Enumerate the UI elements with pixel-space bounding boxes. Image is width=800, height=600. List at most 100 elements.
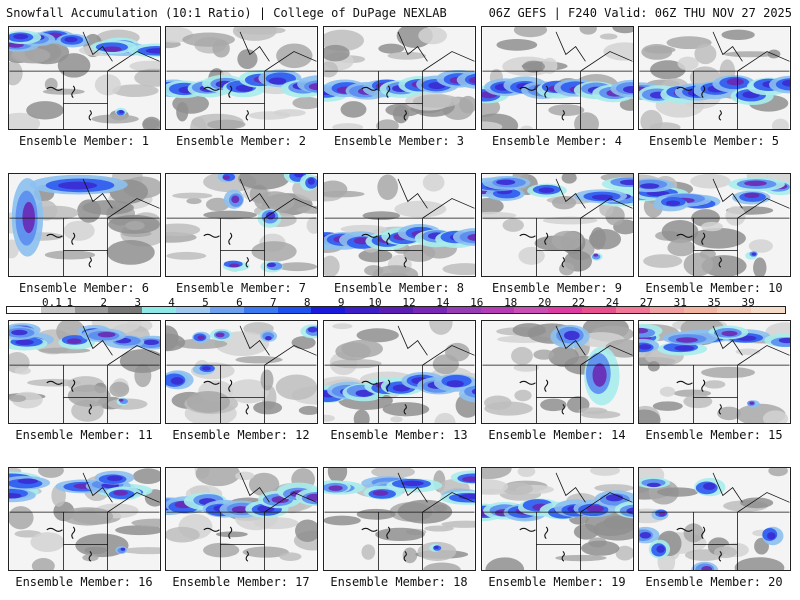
ensemble-map-panel <box>8 173 161 277</box>
snowfall-map <box>166 468 317 570</box>
ensemble-map-panel <box>8 467 161 571</box>
ensemble-member-label: Ensemble Member: 2 <box>175 134 307 148</box>
ensemble-member-label: Ensemble Member: 12 <box>172 428 310 442</box>
snowfall-map <box>9 468 160 570</box>
snowfall-map <box>324 321 475 423</box>
ensemble-member-label: Ensemble Member: 18 <box>330 575 468 589</box>
colorbar-swatch <box>209 307 244 313</box>
ensemble-member-label: Ensemble Member: 11 <box>15 428 153 442</box>
colorbar-swatch <box>480 307 515 313</box>
ensemble-map-panel <box>481 26 634 130</box>
ensemble-map-panel <box>481 320 634 424</box>
colorbar-tick-label: 22 <box>571 296 586 309</box>
ensemble-map-panel <box>638 320 791 424</box>
colorbar-tick-label: 5 <box>202 296 209 309</box>
colorbar-swatch <box>615 307 650 313</box>
snowfall-map <box>639 27 790 129</box>
snowfall-map <box>639 174 790 276</box>
snowfall-map <box>166 27 317 129</box>
colorbar-swatch <box>412 307 447 313</box>
colorbar-swatch <box>751 307 786 313</box>
colorbar-swatch <box>277 307 312 313</box>
snowfall-map <box>166 174 317 276</box>
colorbar-swatch <box>717 307 752 313</box>
run-info: 06Z GEFS | F240 Valid: 06Z THU NOV 27 20… <box>488 6 792 20</box>
snowfall-map <box>639 468 790 570</box>
ensemble-map-panel <box>323 173 476 277</box>
ensemble-member-label: Ensemble Member: 19 <box>488 575 626 589</box>
ensemble-member-label: Ensemble Member: 4 <box>491 134 623 148</box>
ensemble-member-label: Ensemble Member: 3 <box>333 134 465 148</box>
snowfall-map <box>166 321 317 423</box>
ensemble-map-panel <box>323 26 476 130</box>
ensemble-member-label: Ensemble Member: 10 <box>645 281 783 295</box>
colorbar-swatch <box>7 307 41 313</box>
ensemble-member-label: Ensemble Member: 17 <box>172 575 310 589</box>
colorbar-tick-label: 31 <box>673 296 687 309</box>
colorbar-swatch <box>40 307 75 313</box>
colorbar-tick-label: 14 <box>436 296 450 309</box>
ensemble-map-panel <box>165 26 318 130</box>
colorbar-tick-label: 4 <box>168 296 175 309</box>
ensemble-map-panel <box>638 26 791 130</box>
ensemble-map-panel <box>638 467 791 571</box>
snowfall-map <box>639 321 790 423</box>
colorbar-tick-label: 7 <box>269 296 277 309</box>
ensemble-map-panel <box>638 173 791 277</box>
ensemble-member-label: Ensemble Member: 8 <box>333 281 465 295</box>
chart-title: Snowfall Accumulation (10:1 Ratio) | Col… <box>6 6 447 20</box>
ensemble-member-label: Ensemble Member: 1 <box>18 134 150 148</box>
colorbar-ticks: 0.1 1 2 3 4 5 6 7 8 9 10 12 14 16 18 20 22 24 27 31 35 39 <box>6 296 786 309</box>
colorbar-tick-label: 8 <box>303 296 311 309</box>
colorbar-tick-label: 1 <box>66 296 74 309</box>
colorbar-swatch <box>582 307 616 313</box>
colorbar-tick-label: 6 <box>236 296 243 309</box>
ensemble-member-label: Ensemble Member: 6 <box>18 281 150 295</box>
snowfall-map <box>324 27 475 129</box>
snowfall-map <box>482 321 633 423</box>
ensemble-map-panel <box>8 26 161 130</box>
colorbar-tick-label: 24 <box>605 296 620 309</box>
snowfall-map <box>9 321 160 423</box>
ensemble-map-panel <box>481 173 634 277</box>
colorbar-swatch <box>74 307 109 313</box>
colorbar-tick-label: 3 <box>134 296 141 309</box>
ensemble-map-panel <box>8 320 161 424</box>
snowfall-map <box>324 468 475 570</box>
colorbar-tick-label: 9 <box>337 296 345 309</box>
ensemble-member-label: Ensemble Member: 7 <box>175 281 307 295</box>
colorbar-swatch <box>108 307 143 313</box>
ensemble-member-label: Ensemble Member: 9 <box>491 281 623 295</box>
ensemble-member-label: Ensemble Member: 13 <box>330 428 468 442</box>
snowfall-map <box>9 174 160 276</box>
snowfall-map <box>324 174 475 276</box>
ensemble-member-label: Ensemble Member: 14 <box>488 428 626 442</box>
ensemble-member-label: Ensemble Member: 16 <box>15 575 153 589</box>
colorbar-tick-label: 2 <box>100 296 108 309</box>
ensemble-member-label: Ensemble Member: 20 <box>645 575 783 589</box>
colorbar-tick-label: 12 <box>402 296 416 309</box>
colorbar-tick-label: 27 <box>639 296 653 309</box>
snowfall-map <box>9 27 160 129</box>
ensemble-map-panel <box>165 173 318 277</box>
colorbar-swatch <box>176 307 210 313</box>
colorbar-tick-label: 10 <box>368 296 382 309</box>
colorbar-swatch <box>514 307 549 313</box>
snowfall-map <box>482 174 633 276</box>
snowfall-map <box>482 468 633 570</box>
colorbar-swatch <box>379 307 413 313</box>
snowfall-map <box>482 27 633 129</box>
ensemble-member-label: Ensemble Member: 5 <box>648 134 780 148</box>
ensemble-map-panel <box>323 467 476 571</box>
colorbar-tick-label: 18 <box>504 296 518 309</box>
colorbar-swatch <box>548 307 583 313</box>
ensemble-member-label: Ensemble Member: 15 <box>645 428 783 442</box>
colorbar-tick-label: 20 <box>537 296 552 309</box>
colorbar-swatch <box>446 307 481 313</box>
colorbar-swatch <box>683 307 718 313</box>
ensemble-map-panel <box>165 467 318 571</box>
colorbar <box>6 306 786 314</box>
ensemble-map-panel <box>165 320 318 424</box>
colorbar-swatch <box>649 307 684 313</box>
colorbar-tick-label: 16 <box>470 296 484 309</box>
